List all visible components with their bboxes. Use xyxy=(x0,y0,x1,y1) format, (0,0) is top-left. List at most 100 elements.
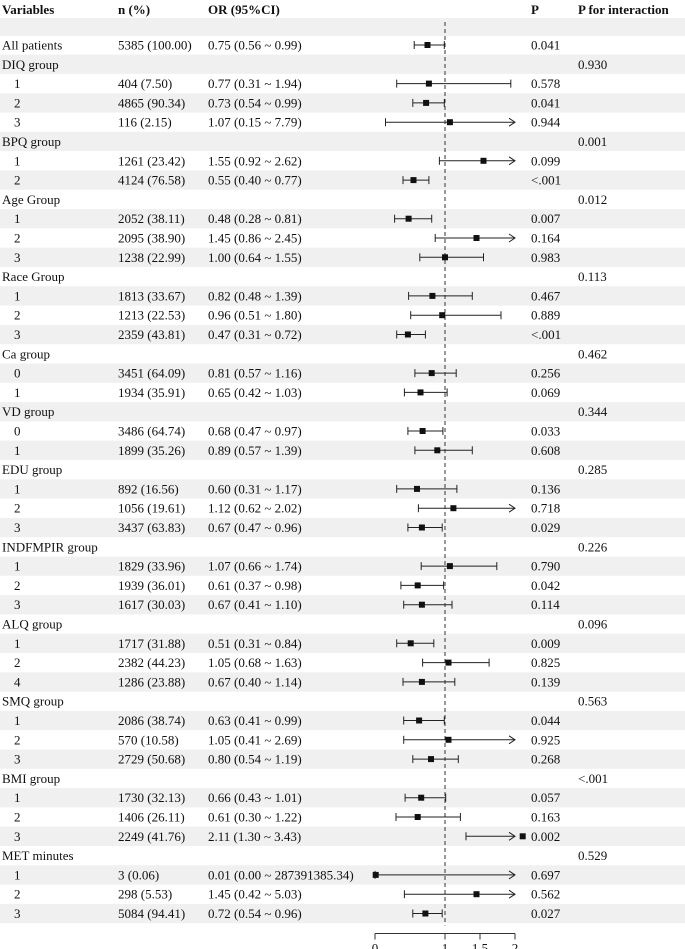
p-value: 0.889 xyxy=(531,308,560,323)
ci-arrow xyxy=(508,117,516,127)
table-row: 1 2052 (38.11) 0.48 (0.28 ~ 0.81) 0.007 xyxy=(14,211,561,226)
header-p-interaction: P for interaction xyxy=(578,2,670,17)
p-interaction-value: 0.563 xyxy=(578,694,607,709)
table-row: 3 2249 (41.76) 2.11 (1.30 ~ 3.43) 0.002 xyxy=(14,829,560,844)
table-row: 2 2095 (38.90) 1.45 (0.86 ~ 2.45) 0.164 xyxy=(14,231,561,246)
p-value: 0.467 xyxy=(531,288,561,303)
table-row: 3 1238 (22.99) 1.00 (0.64 ~ 1.55) 0.983 xyxy=(14,250,560,265)
table-row: 2 1056 (19.61) 1.12 (0.62 ~ 2.02) 0.718 xyxy=(14,501,560,516)
n-percent: 298 (5.53) xyxy=(118,887,172,902)
row-label: 2 xyxy=(14,173,21,188)
group-label: MET minutes xyxy=(2,848,74,863)
row-label: 3 xyxy=(14,597,21,612)
point-estimate xyxy=(410,177,417,184)
point-estimate xyxy=(445,659,452,666)
ci-arrow xyxy=(508,233,516,243)
or-ci-text: 1.12 (0.62 ~ 2.02) xyxy=(208,501,302,516)
row-label: 3 xyxy=(14,115,21,130)
group-header-row: BMI group <.001 xyxy=(2,771,608,786)
table-row: 1 1813 (33.67) 0.82 (0.48 ~ 1.39) 0.467 xyxy=(14,288,561,303)
or-ci-text: 1.05 (0.41 ~ 2.69) xyxy=(208,732,302,747)
or-ci-text: 0.66 (0.43 ~ 1.01) xyxy=(208,790,302,805)
n-percent: 570 (10.58) xyxy=(118,732,179,747)
or-ci-text: 1.05 (0.68 ~ 1.63) xyxy=(208,655,302,670)
point-estimate xyxy=(418,794,425,801)
table-row: 1 3 (0.06) 0.01 (0.00 ~ 287391385.34) 0.697 xyxy=(14,867,561,882)
point-estimate xyxy=(414,485,420,492)
header-p: P xyxy=(531,2,539,17)
or-ci-text: 2.11 (1.30 ~ 3.43) xyxy=(208,829,301,844)
ci-arrow xyxy=(508,870,516,880)
p-value: 0.562 xyxy=(531,887,560,902)
p-value: <.001 xyxy=(531,327,561,342)
n-percent: 2729 (50.68) xyxy=(118,752,185,767)
n-percent: 3437 (63.83) xyxy=(118,520,185,535)
row-label: 3 xyxy=(14,829,21,844)
table-row: 1 2086 (38.74) 0.63 (0.41 ~ 0.99) 0.044 xyxy=(14,713,561,728)
row-label: 2 xyxy=(14,732,21,747)
n-percent: 1286 (23.88) xyxy=(118,674,185,689)
p-value: 0.002 xyxy=(531,829,560,844)
or-ci-text: 0.72 (0.54 ~ 0.96) xyxy=(208,906,302,921)
table-row: 2 2382 (44.23) 1.05 (0.68 ~ 1.63) 0.825 xyxy=(14,655,560,670)
table-row: 4 1286 (23.88) 0.67 (0.40 ~ 1.14) 0.139 xyxy=(14,674,560,689)
or-ci-text: 0.81 (0.57 ~ 1.16) xyxy=(208,366,302,381)
group-header-row: EDU group 0.285 xyxy=(2,462,607,477)
point-estimate xyxy=(439,312,446,319)
point-estimate xyxy=(429,292,436,299)
p-value: 0.139 xyxy=(531,674,560,689)
n-percent: 1213 (22.53) xyxy=(118,308,185,323)
table-row: All patients 5385 (100.00) 0.75 (0.56 ~ 0.… xyxy=(2,38,560,53)
group-header-row: SMQ group 0.563 xyxy=(2,694,607,709)
table-row: 2 4124 (76.58) 0.55 (0.40 ~ 0.77) <.001 xyxy=(14,173,561,188)
p-value: 0.009 xyxy=(531,636,560,651)
n-percent: 1056 (19.61) xyxy=(118,501,185,516)
row-stripe xyxy=(0,324,685,345)
p-value: 0.057 xyxy=(531,790,561,805)
row-stripe xyxy=(0,170,685,190)
or-ci-text: 0.80 (0.54 ~ 1.19) xyxy=(208,752,302,767)
ci-arrow xyxy=(508,735,516,745)
group-header-row: ALQ group 0.096 xyxy=(2,617,608,632)
row-stripe xyxy=(0,131,685,152)
group-header-row: Race Group 0.113 xyxy=(2,269,607,284)
header-variables: Variables xyxy=(2,2,54,17)
p-value: 0.136 xyxy=(531,481,561,496)
or-ci-text: 0.75 (0.56 ~ 0.99) xyxy=(208,38,302,53)
point-estimate xyxy=(416,717,423,724)
or-ci-text: 1.45 (0.42 ~ 5.03) xyxy=(208,887,302,902)
p-value: <.001 xyxy=(531,173,561,188)
row-label: 2 xyxy=(14,308,21,323)
table-row: 0 3451 (64.09) 0.81 (0.57 ~ 1.16) 0.256 xyxy=(14,366,561,381)
n-percent: 2086 (38.74) xyxy=(118,713,185,728)
row-label: All patients xyxy=(2,38,62,53)
p-value: 0.114 xyxy=(531,597,560,612)
n-percent: 3486 (64.74) xyxy=(118,424,185,439)
group-label: SMQ group xyxy=(2,694,64,709)
table-row: 3 1617 (30.03) 0.67 (0.41 ~ 1.10) 0.114 xyxy=(14,597,560,612)
n-percent: 3 (0.06) xyxy=(118,867,159,882)
n-percent: 404 (7.50) xyxy=(118,76,172,91)
p-value: 0.042 xyxy=(531,578,560,593)
n-percent: 2249 (41.76) xyxy=(118,829,185,844)
row-stripe xyxy=(0,363,685,383)
group-header-row: Age Group 0.012 xyxy=(2,192,607,207)
row-label: 1 xyxy=(14,790,21,805)
or-ci-text: 1.07 (0.15 ~ 7.79) xyxy=(208,115,302,130)
row-label: 3 xyxy=(14,250,21,265)
table-row: 1 1730 (32.13) 0.66 (0.43 ~ 1.01) 0.057 xyxy=(14,790,561,805)
n-percent: 2052 (38.11) xyxy=(118,211,185,226)
point-estimate xyxy=(425,80,432,87)
n-percent: 4865 (90.34) xyxy=(118,95,185,110)
p-interaction-value: 0.529 xyxy=(578,848,607,863)
p-value: 0.718 xyxy=(531,501,560,516)
p-interaction-value: 0.226 xyxy=(578,539,608,554)
point-estimate xyxy=(417,389,424,396)
n-percent: 1730 (32.13) xyxy=(118,790,185,805)
n-percent: 3451 (64.09) xyxy=(118,366,185,381)
p-value: 0.256 xyxy=(531,366,561,381)
row-label: 1 xyxy=(14,481,21,496)
or-ci-text: 0.63 (0.41 ~ 0.99) xyxy=(208,713,302,728)
p-value: 0.007 xyxy=(531,211,561,226)
